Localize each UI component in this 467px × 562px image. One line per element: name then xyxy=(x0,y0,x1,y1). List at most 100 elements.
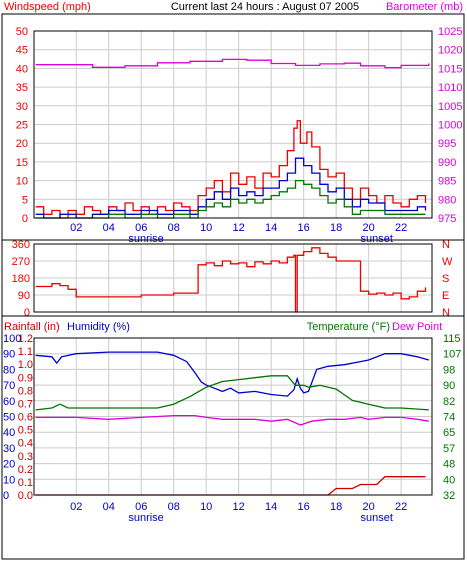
wind-right-axis: 1025 1020 1015 1010 1005 1000 995 990 985 980 975 xyxy=(438,26,462,225)
temperature-tick-label: 32 xyxy=(443,490,455,502)
direction-tick-label: 90 xyxy=(18,290,30,302)
x-tick-label: 20 xyxy=(363,222,375,234)
humidity-tick-label: 50 xyxy=(3,412,15,424)
series-barometer xyxy=(35,58,430,69)
wind-tick-label: 15 xyxy=(16,157,28,169)
climate-series xyxy=(35,351,429,496)
wind-x-axis: 02 04 06 08 10 12 14 16 18 20 22 sunrise sunset xyxy=(70,222,407,245)
series-temperature xyxy=(35,375,429,411)
barometer-tick-label: 1010 xyxy=(438,82,462,94)
barometer-tick-label: 1020 xyxy=(438,45,462,57)
climate-x-axis: 02 04 06 08 10 12 14 16 18 20 22 sunrise sunset xyxy=(70,501,407,524)
humidity-tick-label: 0 xyxy=(3,490,9,502)
wind-series xyxy=(35,58,430,219)
humidity-tick-label: 70 xyxy=(3,380,15,392)
rainfall-tick-label: 0.5 xyxy=(18,425,33,437)
rainfall-tick-label: 0.3 xyxy=(18,451,33,463)
x-tick-label: 08 xyxy=(168,501,180,513)
sunrise-label: sunrise xyxy=(128,233,163,245)
series-average xyxy=(35,157,427,219)
rainfall-tick-label: 0.2 xyxy=(18,464,33,476)
humidity-tick-label: 80 xyxy=(3,364,15,376)
x-tick-label: 14 xyxy=(265,222,277,234)
rainfall-tick-label: 0.7 xyxy=(18,398,33,410)
temperature-axis: 115 107 98 90 82 74 65 57 48 40 32 xyxy=(443,333,461,502)
humidity-tick-label: 40 xyxy=(3,427,15,439)
wind-tick-label: 30 xyxy=(16,101,28,113)
temperature-tick-label: 82 xyxy=(443,396,455,408)
rainfall-tick-label: 0.1 xyxy=(18,477,33,489)
wind-tick-label: 45 xyxy=(16,45,28,57)
barometer-tick-label: 985 xyxy=(438,176,456,188)
temperature-tick-label: 40 xyxy=(443,474,455,486)
climate-plot-frame xyxy=(33,337,433,496)
x-tick-label: 18 xyxy=(330,222,342,234)
wind-tick-label: 25 xyxy=(16,120,28,132)
compass-tick-label: E xyxy=(442,290,449,302)
climate-panel-frame xyxy=(1,315,465,560)
x-tick-label: 04 xyxy=(103,501,115,513)
x-tick-label: 16 xyxy=(298,501,310,513)
sunset-label: sunset xyxy=(361,233,393,245)
barometer-tick-label: 995 xyxy=(438,138,456,150)
header-right-label: Barometer (mb) xyxy=(386,1,463,13)
humidity-tick-label: 60 xyxy=(3,396,15,408)
x-tick-label: 02 xyxy=(70,222,82,234)
direction-series xyxy=(35,247,427,313)
barometer-tick-label: 1005 xyxy=(438,101,462,113)
barometer-tick-label: 1000 xyxy=(438,120,462,132)
temperature-tick-label: 48 xyxy=(443,459,455,471)
sunset-label: sunset xyxy=(361,512,393,524)
rainfall-tick-label: 0.6 xyxy=(18,412,33,424)
barometer-tick-label: 990 xyxy=(438,157,456,169)
temperature-tick-label: 98 xyxy=(443,364,455,376)
x-tick-label: 14 xyxy=(265,501,277,513)
series-dewpoint xyxy=(35,414,429,426)
direction-tick-label: 0 xyxy=(24,307,30,319)
temperature-tick-label: 107 xyxy=(443,349,461,361)
humidity-label: Humidity (%) xyxy=(67,321,130,333)
compass-tick-label: S xyxy=(442,273,449,285)
x-tick-label: 22 xyxy=(395,222,407,234)
barometer-tick-label: 1015 xyxy=(438,63,462,75)
x-tick-label: 10 xyxy=(200,222,212,234)
rainfall-label: Rainfall (in) xyxy=(4,321,60,333)
temperature-tick-label: 115 xyxy=(443,333,461,345)
header-center-title: Current last 24 hours : August 07 2005 xyxy=(171,1,359,13)
x-tick-label: 08 xyxy=(168,222,180,234)
climate-panel: Rainfall (in) Humidity (%) Temperature (… xyxy=(1,315,465,560)
series-humidity xyxy=(35,351,429,397)
wind-tick-label: 35 xyxy=(16,82,28,94)
x-tick-label: 02 xyxy=(70,501,82,513)
direction-tick-label: 360 xyxy=(12,239,30,251)
temperature-tick-label: 57 xyxy=(443,443,455,455)
wind-tick-label: 10 xyxy=(16,176,28,188)
x-tick-label: 20 xyxy=(363,501,375,513)
x-tick-label: 12 xyxy=(233,222,245,234)
direction-tick-label: 180 xyxy=(12,273,30,285)
sunrise-label: sunrise xyxy=(128,512,163,524)
rainfall-tick-label: 0.8 xyxy=(18,385,33,397)
temperature-tick-label: 74 xyxy=(443,412,455,424)
humidity-tick-label: 100 xyxy=(3,333,21,345)
series-direction xyxy=(35,247,427,313)
direction-grid xyxy=(34,244,432,312)
wind-tick-label: 0 xyxy=(22,213,28,225)
wind-plot-frame xyxy=(33,30,433,219)
humidity-tick-label: 90 xyxy=(3,349,15,361)
x-tick-label: 18 xyxy=(330,501,342,513)
series-low xyxy=(35,179,426,219)
humidity-tick-label: 30 xyxy=(3,443,15,455)
barometer-tick-label: 1025 xyxy=(438,26,462,38)
wind-grid xyxy=(34,31,432,218)
direction-tick-label: 270 xyxy=(12,256,30,268)
humidity-tick-label: 10 xyxy=(3,474,15,486)
direction-plot-frame xyxy=(33,243,433,313)
direction-left-axis: 360 270 180 90 0 xyxy=(12,239,30,319)
